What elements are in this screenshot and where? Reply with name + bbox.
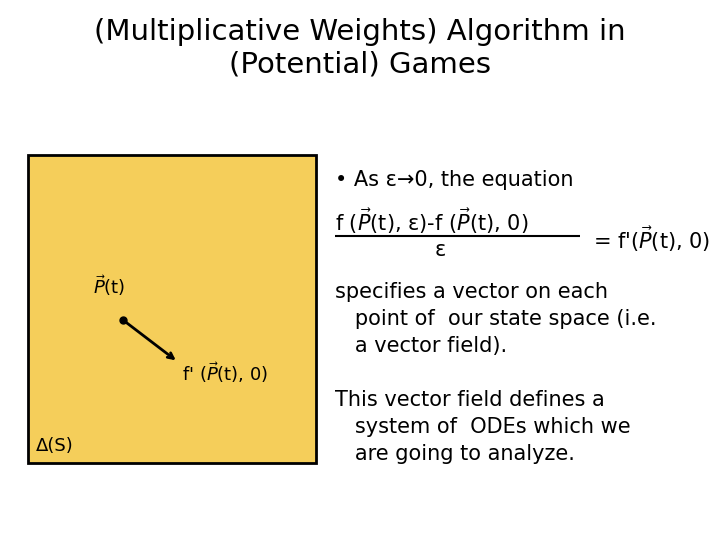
Text: This vector field defines a: This vector field defines a <box>335 390 605 410</box>
Bar <box>28 155 316 463</box>
Text: f ($\vec{P}$(t), ε)-f ($\vec{P}$(t), 0): f ($\vec{P}$(t), ε)-f ($\vec{P}$(t), 0) <box>335 206 528 236</box>
Text: are going to analyze.: are going to analyze. <box>335 444 575 464</box>
Text: = f'($\vec{P}$(t), 0): = f'($\vec{P}$(t), 0) <box>593 224 711 254</box>
Text: ε: ε <box>435 240 446 260</box>
Text: Δ(S): Δ(S) <box>36 437 73 455</box>
Text: • As ε→0, the equation: • As ε→0, the equation <box>335 170 574 190</box>
Text: a vector field).: a vector field). <box>335 336 507 356</box>
Text: (Multiplicative Weights) Algorithm in
(Potential) Games: (Multiplicative Weights) Algorithm in (P… <box>94 18 626 78</box>
Text: f' ($\vec{P}$(t), 0): f' ($\vec{P}$(t), 0) <box>182 360 269 385</box>
Text: specifies a vector on each: specifies a vector on each <box>335 282 608 302</box>
Text: $\vec{P}$(t): $\vec{P}$(t) <box>93 273 125 298</box>
Text: system of  ODEs which we: system of ODEs which we <box>335 417 631 437</box>
Text: point of  our state space (i.e.: point of our state space (i.e. <box>335 309 657 329</box>
